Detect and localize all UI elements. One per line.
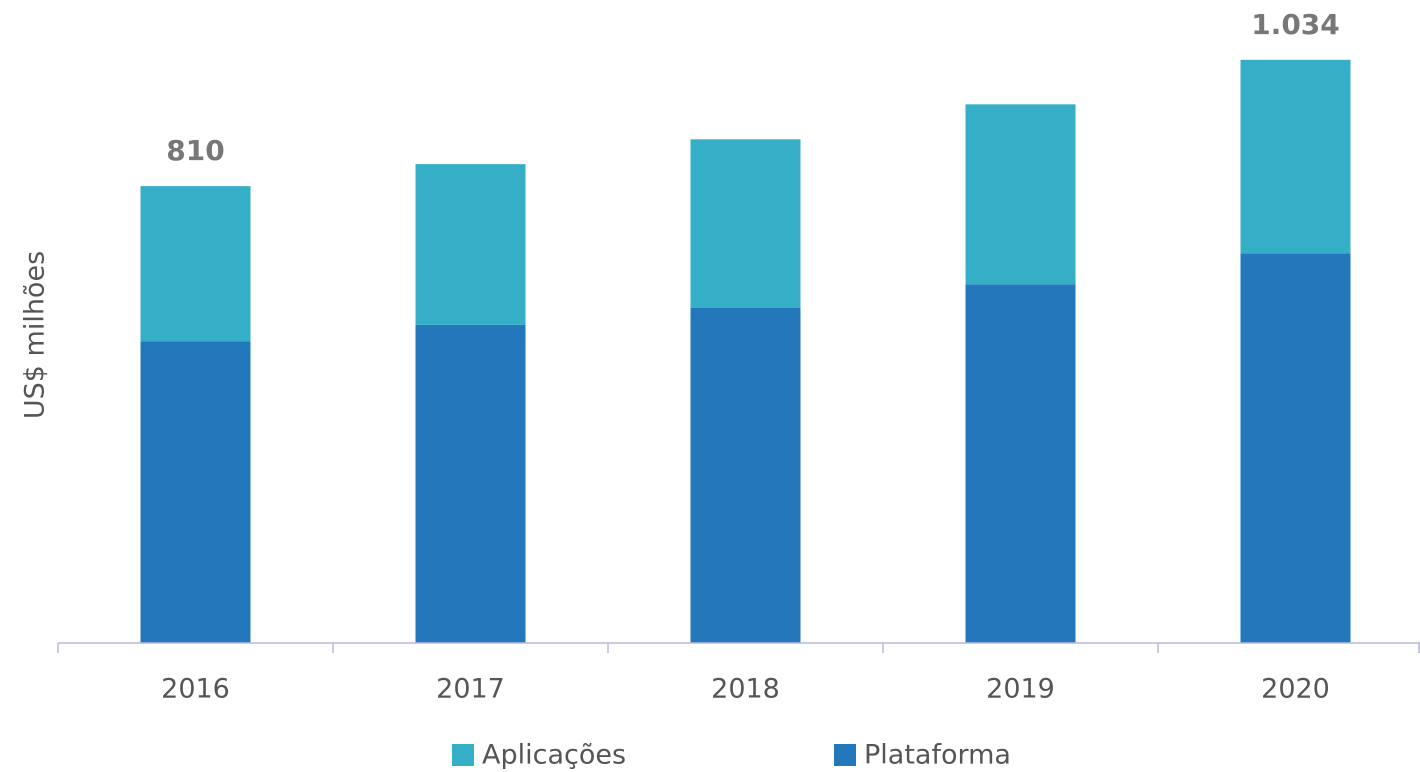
legend-label: Aplicações — [482, 740, 626, 771]
bar-segment — [415, 164, 526, 325]
bar-segment — [690, 307, 801, 643]
bar-segment — [415, 324, 526, 643]
bar-segment — [1240, 59, 1351, 254]
bar-segment — [965, 284, 1076, 643]
bar-segment — [965, 104, 1076, 285]
bar-segment — [1240, 253, 1351, 643]
total-label: 810 — [166, 134, 224, 167]
legend-swatch — [834, 744, 856, 766]
total-label: 1.034 — [1251, 8, 1340, 41]
legend-swatch — [452, 744, 474, 766]
y-axis-label: US$ milhões — [20, 251, 51, 419]
bar-segment — [140, 186, 251, 342]
legend-label: Plataforma — [864, 740, 1011, 771]
x-tick-label: 2016 — [161, 674, 230, 705]
bar-segment — [690, 139, 801, 308]
bar-segment — [140, 341, 251, 643]
x-tick-label: 2017 — [436, 674, 505, 705]
x-tick-label: 2020 — [1261, 674, 1330, 705]
x-tick-label: 2019 — [986, 674, 1055, 705]
x-tick-label: 2018 — [711, 674, 780, 705]
